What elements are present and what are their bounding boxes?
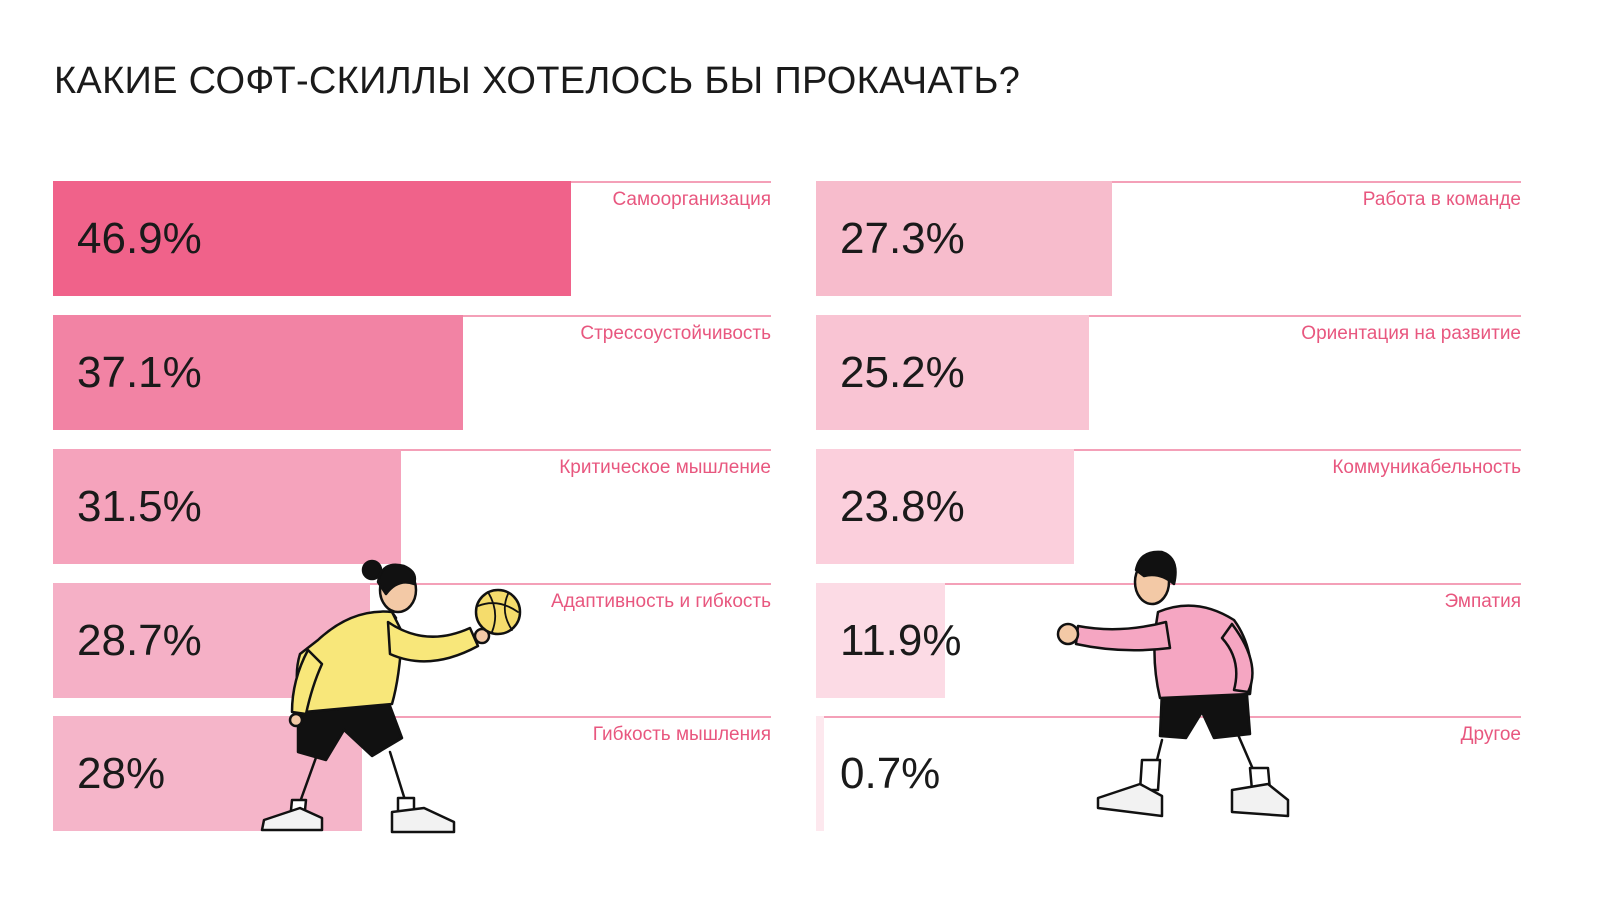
bar-category-label: Другое bbox=[1460, 724, 1521, 745]
bar-value-label: 0.7% bbox=[840, 749, 941, 798]
bar-value-label: 31.5% bbox=[77, 482, 202, 531]
row-divider-line bbox=[53, 449, 771, 451]
bar-value-label: 28% bbox=[77, 749, 166, 798]
bar-row-right-2: 25.2% Ориентация на развитие bbox=[816, 315, 1521, 430]
bar-category-label: Ориентация на развитие bbox=[1301, 323, 1521, 344]
row-divider-line bbox=[816, 181, 1521, 183]
bar-row-left-2: 37.1% Стрессоустойчивость bbox=[53, 315, 771, 430]
bar-category-label: Стрессоустойчивость bbox=[580, 323, 771, 344]
bar-row-right-5: 0.7% Другое bbox=[816, 716, 1521, 831]
chart-title: КАКИЕ СОФТ-СКИЛЛЫ ХОТЕЛОСЬ БЫ ПРОКАЧАТЬ? bbox=[54, 60, 1021, 102]
bar bbox=[816, 583, 946, 698]
bar bbox=[816, 449, 1075, 564]
row-divider-line bbox=[816, 449, 1521, 451]
bar-value-label: 11.9% bbox=[840, 616, 962, 665]
bar-value-label: 37.1% bbox=[77, 348, 202, 397]
bar-row-left-1: 46.9% Самоорганизация bbox=[53, 181, 771, 296]
bar-value-label: 27.3% bbox=[840, 214, 965, 263]
bar bbox=[53, 181, 572, 296]
bar-category-label: Гибкость мышления bbox=[592, 724, 771, 745]
bar-row-right-3: 23.8% Коммуникабельность bbox=[816, 449, 1521, 564]
bar-row-left-3: 31.5% Критическое мышление bbox=[53, 449, 771, 564]
row-divider-line bbox=[816, 315, 1521, 317]
bar-row-left-4: 28.7% Адаптивность и гибкость bbox=[53, 583, 771, 698]
bar-value-label: 28.7% bbox=[77, 616, 202, 665]
bar bbox=[53, 315, 463, 430]
bar-category-label: Работа в команде bbox=[1362, 189, 1521, 210]
bar-value-label: 25.2% bbox=[840, 348, 965, 397]
bar-row-left-5: 28% Гибкость мышления bbox=[53, 716, 771, 831]
bar-category-label: Коммуникабельность bbox=[1332, 457, 1521, 478]
bar bbox=[816, 181, 1113, 296]
bar-value-label: 46.9% bbox=[77, 214, 202, 263]
bar-category-label: Критическое мышление bbox=[559, 457, 771, 478]
bar bbox=[816, 716, 824, 831]
bar-category-label: Адаптивность и гибкость bbox=[551, 591, 771, 612]
bar-value-label: 23.8% bbox=[840, 482, 965, 531]
bar-row-right-1: 27.3% Работа в команде bbox=[816, 181, 1521, 296]
bar-category-label: Эмпатия bbox=[1444, 591, 1521, 612]
bar-category-label: Самоорганизация bbox=[612, 189, 771, 210]
row-divider-line bbox=[53, 716, 771, 718]
bar bbox=[816, 315, 1090, 430]
bar bbox=[53, 449, 401, 564]
bar-row-right-4: 11.9% Эмпатия bbox=[816, 583, 1521, 698]
